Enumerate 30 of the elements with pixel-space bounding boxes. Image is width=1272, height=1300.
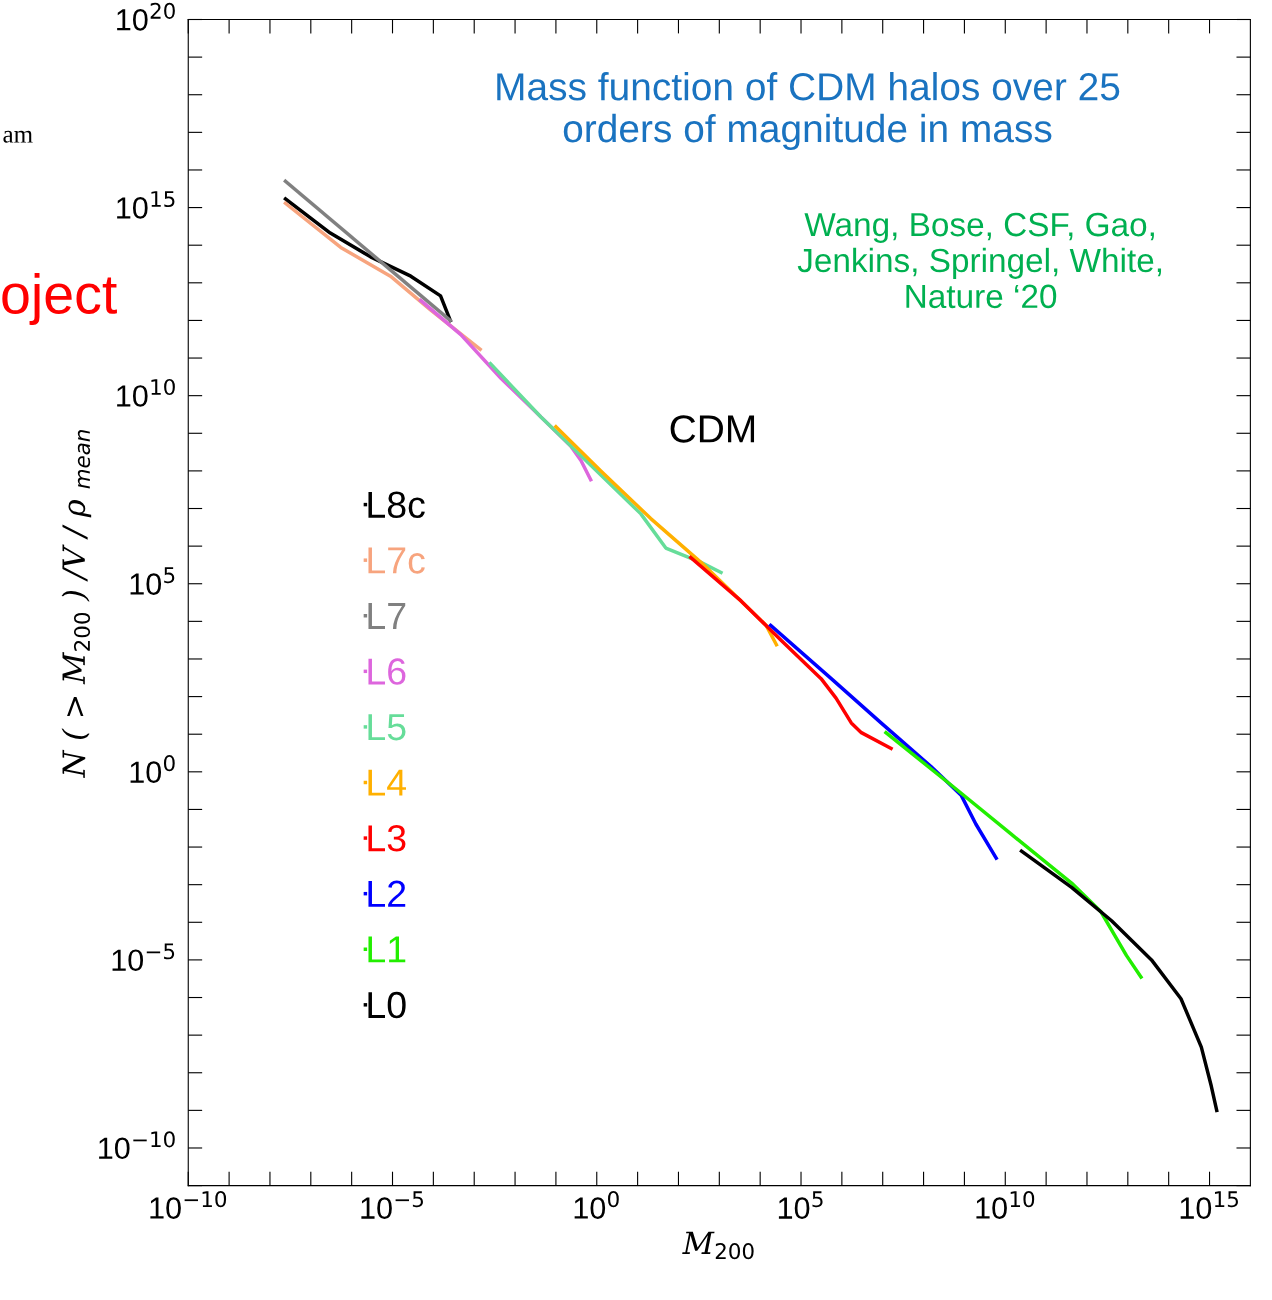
annotation: Wang, Bose, CSF, Gao, Jenkins, Springel, White, Nature ‘20 <box>797 212 1162 309</box>
y-tick-label: 10$^{15}$ <box>117 191 175 219</box>
x-tick-label: 10$^{0}$ <box>574 1191 619 1219</box>
y-tick-label: 10$^{−5}$ <box>112 943 175 972</box>
x-tick-label: 10$^{10}$ <box>976 1191 1035 1219</box>
y-tick-label: 10$^{5}$ <box>130 567 175 595</box>
legend-label: L7c <box>368 547 425 574</box>
y-tick-label: 10$^{20}$ <box>117 2 175 31</box>
legend-label: L1 <box>368 936 406 963</box>
legend-label: L0 <box>368 991 406 1019</box>
y-tick-label: 10$^{10}$ <box>117 378 175 407</box>
text: am <box>3 130 33 143</box>
y-tick-label: 10$^{−10}$ <box>99 1131 175 1160</box>
text: Mass function of CDM halos over 25 orders of magnitude in mass <box>497 71 1120 151</box>
legend-label: L6 <box>368 658 406 685</box>
legend-label: L2 <box>368 880 406 907</box>
text: oject <box>2 273 117 325</box>
legend-label: L3 <box>368 825 406 852</box>
x-axis-title: M$_{200}$ <box>682 1231 754 1260</box>
legend-label: L4 <box>368 769 407 796</box>
annotation: CDM <box>670 415 755 443</box>
legend-label: L7 <box>368 603 406 629</box>
y-tick-label: 10$^{0}$ <box>130 755 175 783</box>
x-tick-label: 10$^{−10}$ <box>150 1191 227 1219</box>
legend-label: L8c <box>368 491 425 519</box>
x-tick-label: 10$^{5}$ <box>778 1191 823 1219</box>
legend-label: L5 <box>368 714 406 741</box>
y-axis-title: N ( > M$_{200}$ ) /V / ρ $_{mean}$ <box>61 430 92 778</box>
x-tick-label: 10$^{15}$ <box>1180 1191 1238 1219</box>
x-tick-label: 10$^{−5}$ <box>361 1191 423 1219</box>
